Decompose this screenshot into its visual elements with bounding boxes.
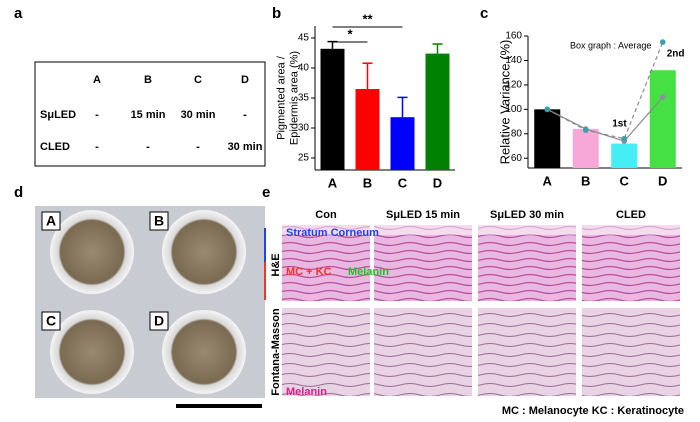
y-axis-label: Relative Variance (%) <box>497 40 512 165</box>
table-cell: 30 min <box>181 109 216 121</box>
line-marker <box>544 106 551 113</box>
x-tick-label: D <box>658 173 667 188</box>
photo-label-box <box>41 211 61 231</box>
y-tick-label: 120 <box>505 80 522 91</box>
panel-label: c <box>480 5 488 22</box>
panel-label: a <box>14 5 23 22</box>
column-header: CLED <box>616 209 646 221</box>
annotation: Box graph : Average <box>570 40 651 50</box>
photo-label-box <box>149 211 169 231</box>
footnote: MC : Melanocyte KC : Keratinocyte <box>502 405 684 417</box>
bar <box>572 128 599 168</box>
bar <box>355 89 380 170</box>
x-tick-label: B <box>363 175 372 190</box>
table-cell: 15 min <box>131 109 166 121</box>
y-tick-label: 45 <box>298 33 310 44</box>
bar <box>534 109 561 168</box>
y-axis-label: Epidermis area (%) <box>288 51 300 145</box>
bar <box>649 70 676 168</box>
table-header: D <box>241 74 249 86</box>
annotation: 2nd <box>667 49 685 60</box>
y-tick-label: 35 <box>298 93 310 104</box>
photo-dishes <box>50 210 246 394</box>
x-tick-label: D <box>433 175 442 190</box>
y-tick-label: 80 <box>511 128 523 139</box>
table-cell: 30 min <box>228 141 263 153</box>
table-header: B <box>144 74 152 86</box>
y-axis-label: Pigmented area / <box>275 55 287 140</box>
y-tick-label: 60 <box>511 153 523 164</box>
significance-label: * <box>347 26 353 41</box>
line-marker <box>659 39 666 45</box>
y-tick-label: 100 <box>505 104 522 115</box>
photo-label-box <box>41 311 61 331</box>
x-tick-label: C <box>620 173 630 188</box>
row-label: CLED <box>40 141 70 153</box>
table-header: A <box>93 74 101 86</box>
table-cell: - <box>196 141 200 153</box>
table-box <box>34 61 266 167</box>
photo-label: B <box>154 213 164 229</box>
bar <box>320 48 345 170</box>
histology-images <box>282 225 680 396</box>
table-cell: - <box>146 141 150 153</box>
annotation: Melanin <box>348 266 389 278</box>
bar <box>425 53 450 170</box>
photo-label-box <box>149 311 169 331</box>
x-tick-label: A <box>328 175 338 190</box>
annotation: MC + KC <box>286 266 332 278</box>
annotation: Melanin <box>286 386 327 398</box>
bar <box>390 117 415 170</box>
table-cell: - <box>243 109 247 121</box>
annotation: Stratum Corneum <box>286 227 379 239</box>
line-marker <box>659 94 666 100</box>
line-series <box>546 41 664 140</box>
column-header: Con <box>315 209 337 221</box>
significance-label: ** <box>362 11 373 26</box>
x-tick-label: C <box>398 175 408 190</box>
panel-label: e <box>262 184 270 201</box>
x-tick-label: B <box>581 173 590 188</box>
y-tick-label: 25 <box>298 153 310 164</box>
y-tick-label: 160 <box>505 31 522 42</box>
annotation: 1st <box>612 119 627 130</box>
column-header: SμLED 15 min <box>386 209 460 221</box>
y-tick-label: 40 <box>298 63 310 74</box>
table-cell: - <box>95 141 99 153</box>
bar <box>611 143 638 168</box>
line-marker <box>582 127 589 133</box>
photo-label: A <box>46 213 56 229</box>
y-tick-label: 30 <box>298 123 310 134</box>
photo-label: D <box>154 313 164 329</box>
row-label: H&E <box>270 253 282 276</box>
line-marker <box>621 135 628 142</box>
panel-label: b <box>272 5 281 22</box>
panel-label: d <box>14 184 23 201</box>
x-tick-label: A <box>543 173 553 188</box>
row-label: Fontana-Masson <box>270 308 282 396</box>
photo-label: C <box>46 313 56 329</box>
y-tick-label: 140 <box>505 55 522 66</box>
table-cell: - <box>95 109 99 121</box>
column-header: SμLED 30 min <box>490 209 564 221</box>
table-header: C <box>194 74 202 86</box>
row-label: SμLED <box>40 109 76 121</box>
